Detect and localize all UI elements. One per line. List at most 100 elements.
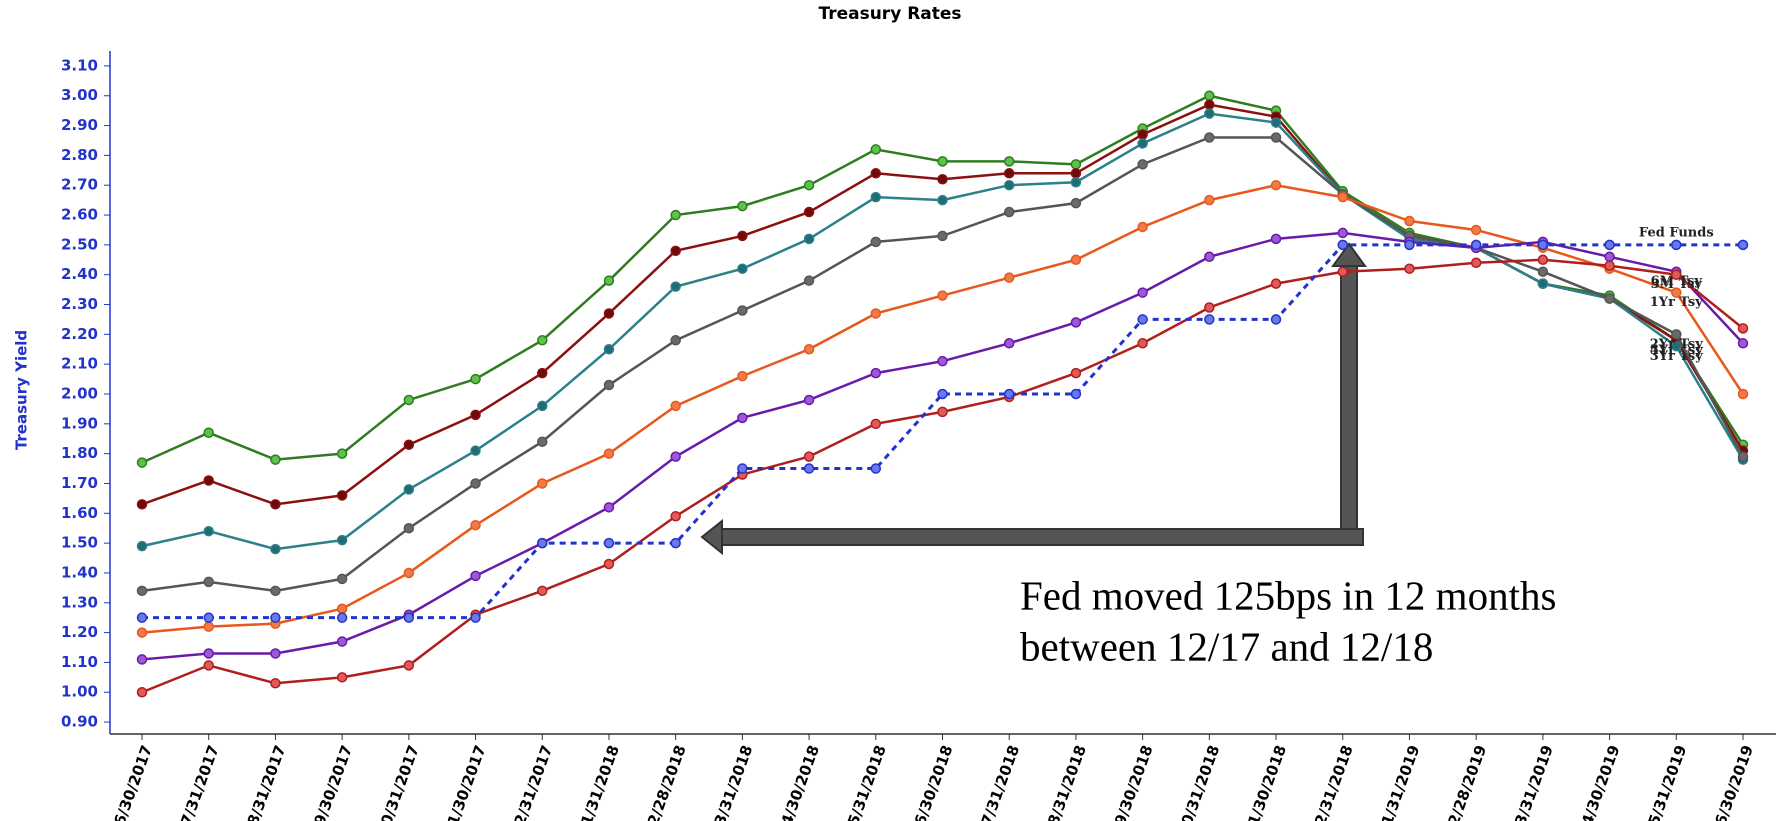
marker [1270,314,1282,325]
y-tick-label: 2.90 [61,116,98,134]
marker [737,230,748,242]
marker [1270,233,1282,245]
marker [937,173,948,185]
series-label: 2Yr Tsy [1650,337,1704,352]
marker [670,209,681,221]
marker [670,245,681,257]
marker [1070,317,1082,328]
marker [1470,257,1482,269]
marker [670,451,681,462]
marker [1204,108,1215,119]
marker [537,537,548,549]
marker [537,478,548,489]
x-tick-label: 12/31/2018 [1308,743,1357,821]
marker [1537,266,1549,277]
marker [1204,99,1215,110]
marker [1003,272,1015,283]
marker [537,335,548,346]
x-tick-label: 5/31/2018 [844,743,890,821]
marker [670,335,681,346]
marker [603,344,615,355]
y-tick-label: 1.80 [61,444,98,462]
marker [470,570,481,582]
marker [1204,251,1215,263]
marker [937,230,948,242]
y-tick-label: 2.20 [61,325,98,343]
x-tick-label: 6/30/2019 [1711,743,1757,821]
series-line [141,258,1744,694]
marker [937,156,948,167]
marker [336,534,348,546]
marker [537,436,548,447]
marker [1604,239,1615,251]
x-tick-label: 6/30/2017 [110,743,156,821]
marker [470,519,481,531]
marker [136,499,148,510]
y-tick-label: 1.20 [61,623,98,641]
marker [1671,341,1682,352]
marker [870,418,882,430]
y-tick-label: 2.80 [61,146,98,164]
marker [1003,156,1015,167]
marker [270,454,281,465]
x-tick-label: 10/31/2018 [1174,743,1223,821]
marker [136,686,148,698]
marker [336,672,348,683]
marker [1003,206,1015,218]
marker [1137,159,1148,170]
marker [1537,239,1549,251]
marker [1604,251,1615,263]
marker [1604,293,1615,304]
marker [136,612,148,623]
marker [1070,367,1082,379]
marker [1470,239,1482,251]
marker [603,308,615,319]
marker [870,367,882,379]
marker [336,448,348,459]
marker [270,612,281,623]
marker [603,448,615,459]
marker [1137,338,1148,349]
series-label: 1Yr Tsy [1650,295,1704,310]
y-tick-label: 2.50 [61,235,98,253]
marker [403,660,415,671]
marker [803,451,815,462]
marker [1671,287,1682,298]
x-tick-label: 3/31/2018 [711,743,757,821]
marker [136,457,148,468]
marker [1204,302,1215,313]
x-tick-label: 9/30/2017 [310,743,356,821]
marker [937,406,948,418]
x-tick-label: 4/30/2018 [777,743,823,821]
marker [670,281,681,292]
marker [870,308,882,319]
chart-title: Treasury Rates [818,4,961,24]
marker [803,275,815,286]
marker [203,612,214,623]
x-tick-label: 5/31/2019 [1645,743,1691,821]
marker [937,388,948,400]
marker [937,194,948,206]
marker [1737,239,1749,251]
marker [1737,338,1749,349]
marker [203,525,214,537]
marker [270,648,281,659]
marker [1070,159,1082,170]
marker [1337,266,1348,277]
x-tick-label: 3/31/2019 [1511,743,1557,821]
marker [1070,176,1082,188]
marker [336,603,348,614]
arrow [700,242,1367,556]
marker [1070,197,1082,209]
marker [1604,260,1615,271]
y-tick-label: 0.90 [61,713,98,731]
marker [470,445,481,456]
marker [803,233,815,245]
marker [1270,179,1282,191]
y-tick-label: 3.00 [61,86,98,104]
y-tick-label: 2.60 [61,206,98,224]
marker [136,585,148,597]
y-tick-label: 1.70 [61,474,98,492]
marker [1003,168,1015,179]
y-tick-label: 2.40 [61,265,98,283]
